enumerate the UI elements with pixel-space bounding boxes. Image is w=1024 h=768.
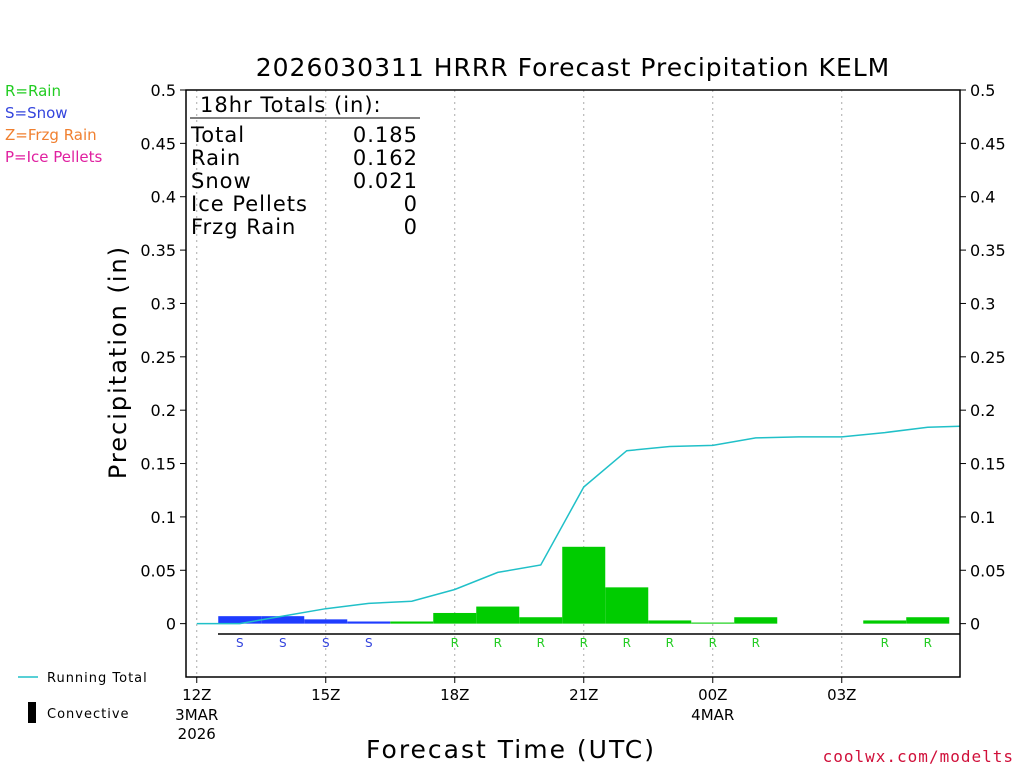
y-tick-label-right: 0.4 — [970, 188, 995, 207]
ptype-label: R — [623, 636, 631, 650]
precip-bar — [562, 546, 606, 624]
y-tick-label-left: 0.05 — [140, 561, 176, 580]
y-tick-label-left: 0.1 — [151, 508, 176, 527]
convective-legend-label: Convective — [47, 707, 130, 722]
plot-frame — [185, 89, 961, 678]
y-axis-right: 0.5 0.45 0.4 0.35 0.3 0.25 0.2 0.15 0.1 0.05 0 — [960, 81, 1006, 634]
running-total-legend-label: Running Total — [47, 671, 148, 686]
y-tick-label-left: 0.2 — [151, 401, 176, 420]
gridlines — [196, 90, 843, 677]
totals-row-value: 0 — [404, 215, 418, 239]
totals-row-value: 0 — [404, 192, 418, 216]
totals-row-label: Total — [190, 123, 245, 147]
ptype-label: S — [365, 636, 373, 650]
y-axis-left: 0.5 0.45 0.4 0.35 0.3 0.25 0.2 0.15 0.1 0.05 0 — [140, 81, 186, 634]
ptype-legend: R=Rain S=Snow Z=Frzg Rain P=Ice Pellets — [5, 80, 102, 168]
x-axis-label: Forecast Time (UTC) — [366, 735, 656, 764]
x-tick-label: 12Z — [182, 686, 211, 704]
ptype-label: R — [451, 636, 459, 650]
precip-bar — [476, 606, 520, 624]
ptype-label: R — [709, 636, 717, 650]
y-tick-label-right: 0 — [970, 615, 980, 634]
precip-bar — [261, 616, 305, 624]
y-tick-label-right: 0.05 — [970, 561, 1006, 580]
y-tick-label-right: 0.45 — [970, 134, 1006, 153]
y-tick-label-right: 0.5 — [970, 81, 995, 100]
totals-row-label: Ice Pellets — [191, 192, 308, 216]
precip-bar — [218, 616, 262, 624]
totals-row-value: 0.021 — [353, 169, 418, 193]
ptype-label: R — [924, 636, 932, 650]
y-tick-label-right: 0.35 — [970, 241, 1006, 260]
ptype-label: R — [537, 636, 545, 650]
y-tick-label-right: 0.2 — [970, 401, 995, 420]
x-tick-date: 4MAR — [691, 706, 734, 724]
precip-bar — [347, 621, 391, 624]
totals-heading: 18hr Totals (in): — [200, 93, 382, 117]
precip-bar — [691, 622, 735, 624]
totals-box: 18hr Totals (in): Total 0.185 Rain 0.162 Sno… — [190, 93, 420, 239]
ptype-label: R — [752, 636, 760, 650]
y-tick-label-left: 0.15 — [140, 455, 176, 474]
totals-row-label: Frzg Rain — [191, 215, 296, 239]
x-tick-label: 03Z — [827, 686, 856, 704]
ptype-label: R — [881, 636, 889, 650]
legend-ice-pellets: P=Ice Pellets — [5, 148, 103, 166]
precip-bar — [519, 617, 563, 624]
precip-bar — [863, 620, 907, 624]
totals-row-label: Snow — [191, 169, 252, 193]
x-tick-date: 3MAR — [175, 706, 218, 724]
precip-bar — [304, 619, 348, 624]
precip-bar — [906, 617, 950, 624]
precip-bar — [648, 620, 692, 624]
ptype-label: R — [666, 636, 674, 650]
y-tick-label-left: 0.25 — [140, 348, 176, 367]
y-tick-label-right: 0.15 — [970, 455, 1006, 474]
y-tick-label-left: 0.35 — [140, 241, 176, 260]
ptype-label: S — [322, 636, 330, 650]
y-tick-label-right: 0.1 — [970, 508, 995, 527]
ptype-label: S — [279, 636, 287, 650]
x-tick-label: 21Z — [569, 686, 598, 704]
y-tick-label-left: 0.5 — [151, 81, 176, 100]
totals-row-value: 0.162 — [353, 146, 418, 170]
chart-title: 2026030311 HRRR Forecast Precipitation K… — [256, 53, 891, 82]
convective-swatch — [28, 702, 36, 723]
legend-rain: R=Rain — [5, 82, 61, 100]
precip-bar — [734, 617, 778, 624]
y-tick-label-right: 0.25 — [970, 348, 1006, 367]
y-tick-label-left: 0 — [166, 615, 176, 634]
running-total-line — [196, 425, 961, 625]
y-tick-label-right: 0.3 — [970, 294, 995, 313]
y-tick-label-left: 0.45 — [140, 134, 176, 153]
precip-bar — [605, 587, 649, 624]
x-tick-year: 2026 — [178, 725, 216, 743]
precip-bars — [218, 546, 950, 624]
series-legend: Running Total Convective — [18, 671, 148, 723]
ptype-label: R — [494, 636, 502, 650]
totals-row-value: 0.185 — [353, 123, 418, 147]
legend-snow: S=Snow — [5, 104, 68, 122]
y-tick-label-left: 0.4 — [151, 188, 176, 207]
legend-frzg-rain: Z=Frzg Rain — [5, 126, 97, 144]
precip-bar — [433, 612, 477, 624]
ptype-label: R — [580, 636, 588, 650]
x-tick-label: 18Z — [440, 686, 469, 704]
y-axis-label: Precipitation (in) — [104, 245, 132, 479]
y-tick-label-left: 0.3 — [151, 294, 176, 313]
x-tick-label: 15Z — [311, 686, 340, 704]
x-tick-label: 00Z — [698, 686, 727, 704]
precip-bar — [390, 621, 434, 624]
credit-link[interactable]: coolwx.com/modelts — [822, 747, 1014, 766]
ptype-label: S — [236, 636, 244, 650]
totals-row-label: Rain — [191, 146, 241, 170]
